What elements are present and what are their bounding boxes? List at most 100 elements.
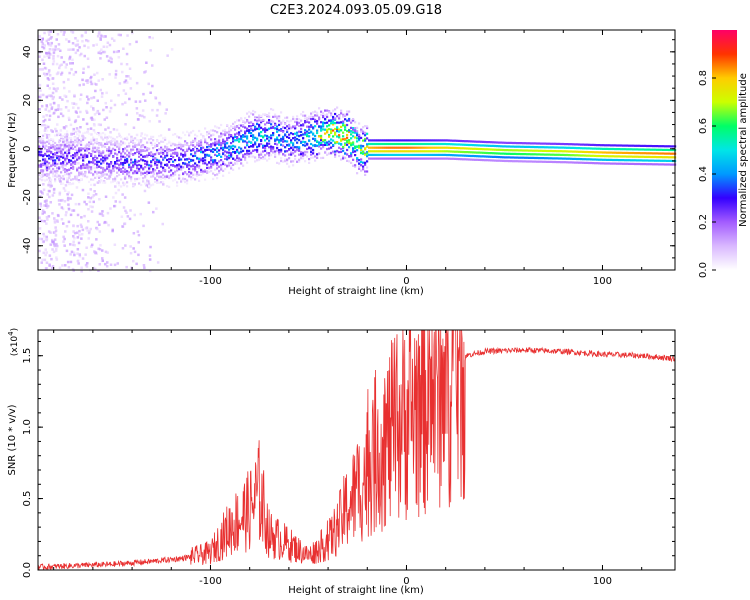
spectrogram-cell	[398, 142, 401, 146]
spectrogram-cell	[84, 154, 87, 157]
spectrogram-cell	[356, 160, 359, 163]
spectrogram-cell	[306, 116, 309, 120]
spectrogram-cell	[170, 142, 173, 145]
spectrogram-cell	[488, 141, 491, 144]
spectrogram-cell	[134, 142, 137, 145]
spectrogram-cell	[494, 152, 497, 155]
spectrogram-cell	[354, 129, 357, 133]
spectrogram-noise-cell	[65, 211, 68, 214]
spectrogram-cell	[314, 139, 317, 142]
spectrogram-cell	[54, 160, 57, 163]
spectrogram-cell	[354, 136, 357, 139]
spectrogram-noise-cell	[42, 240, 45, 243]
spectrogram-cell	[304, 121, 307, 124]
spectrogram-noise-cell	[129, 77, 132, 80]
spectrogram-noise-cell	[79, 98, 82, 101]
spectrogram-cell	[112, 168, 115, 171]
spectrogram-cell	[596, 147, 599, 150]
spectrogram-cell	[634, 159, 637, 162]
spectrogram-cell	[448, 153, 451, 157]
spectrogram-cell	[280, 148, 283, 151]
spectrogram-cell	[262, 150, 265, 153]
spectrogram-cell	[186, 142, 189, 145]
spectrogram-cell	[328, 147, 331, 150]
spectrogram-cell	[350, 144, 353, 147]
spectrogram-cell	[314, 114, 317, 117]
spectrogram-cell	[108, 168, 111, 171]
spectrogram-cell	[334, 150, 337, 153]
spectrogram-cell	[242, 154, 245, 157]
spectrogram-cell	[194, 152, 197, 155]
spectrogram-noise-cell	[144, 70, 147, 73]
spectrogram-cell	[306, 119, 309, 122]
spectrogram-cell	[352, 131, 355, 134]
spectrogram-cell	[340, 125, 343, 128]
spectrogram-cell	[82, 132, 85, 135]
spectrogram-cell	[84, 131, 87, 134]
spectrogram-cell	[614, 144, 617, 147]
spectrogram-noise-cell	[84, 170, 87, 174]
spectrogram-cell	[122, 137, 125, 141]
spectrogram-cell	[316, 122, 319, 125]
spectrogram-noise-cell	[77, 115, 80, 118]
spectrogram-cell	[338, 130, 341, 133]
spectrogram-cell	[134, 152, 137, 155]
spectrogram-cell	[116, 171, 119, 174]
spectrogram-cell	[506, 141, 509, 144]
spectrogram-cell	[284, 133, 287, 136]
spectrogram-cell	[542, 157, 545, 160]
spectrogram-x-axis: -100 0 100	[53, 30, 643, 287]
spectrogram-cell	[320, 156, 323, 160]
spectrogram-noise-cell	[90, 96, 93, 100]
spectrogram-cell	[46, 140, 49, 143]
spectrogram-cell	[288, 120, 291, 123]
spectrogram-cell	[422, 150, 425, 153]
spectrogram-cell	[146, 163, 149, 166]
spectrogram-noise-cell	[38, 249, 41, 253]
spectrogram-cell	[314, 137, 317, 141]
spectrogram-cell	[484, 159, 487, 162]
spectrogram-cell	[128, 142, 131, 145]
spectrogram-cell	[228, 154, 231, 157]
spectrogram-noise-cell	[51, 62, 55, 66]
spectrogram-noise-cell	[87, 98, 90, 101]
spectrogram-noise-cell	[70, 30, 73, 33]
spectrogram-cell	[520, 149, 523, 152]
spectrogram-cell	[608, 162, 611, 165]
spectrogram-cell	[462, 140, 465, 143]
spectrogram-cell	[410, 139, 413, 142]
spectrogram-cell	[182, 131, 185, 134]
spectrogram-cell	[628, 155, 631, 158]
spectrogram-cell	[476, 151, 479, 154]
spectrogram-noise-cell	[54, 147, 57, 150]
spectrogram-cell	[366, 155, 369, 158]
spectrogram-noise-cell	[99, 88, 102, 92]
spectrogram-cell	[90, 171, 93, 174]
spectrogram-noise-cell	[44, 238, 47, 241]
spectrogram-cell	[452, 154, 455, 157]
spectrogram-cell	[420, 157, 423, 160]
spectrogram-noise-cell	[80, 216, 83, 219]
spectrogram-noise-cell	[38, 34, 41, 38]
spectrogram-noise-cell	[68, 57, 71, 60]
spectrogram-cell	[176, 166, 179, 169]
spectrogram-cell	[68, 144, 71, 147]
spectrogram-cell	[246, 112, 249, 115]
spectrogram-cell	[554, 142, 557, 145]
spectrogram-noise-cell	[64, 230, 67, 233]
spectrogram-noise-cell	[45, 72, 49, 76]
spectrogram-noise-cell	[48, 195, 51, 199]
spectrogram-cell	[174, 165, 177, 168]
spectrogram-noise-cell	[113, 39, 116, 42]
spectrogram-cell	[194, 169, 197, 172]
spectrogram-cell	[122, 172, 125, 175]
spectrogram-cell	[182, 153, 185, 157]
spectrogram-cell	[138, 159, 141, 163]
spectrogram-noise-cell	[48, 189, 51, 193]
spectrogram-noise-cell	[42, 93, 45, 97]
spectrogram-cell	[226, 146, 229, 149]
spectrogram-cell	[442, 146, 445, 149]
spectrogram-cell	[318, 145, 321, 148]
spectrogram-noise-cell	[97, 146, 100, 150]
spectrogram-cell	[212, 177, 215, 181]
